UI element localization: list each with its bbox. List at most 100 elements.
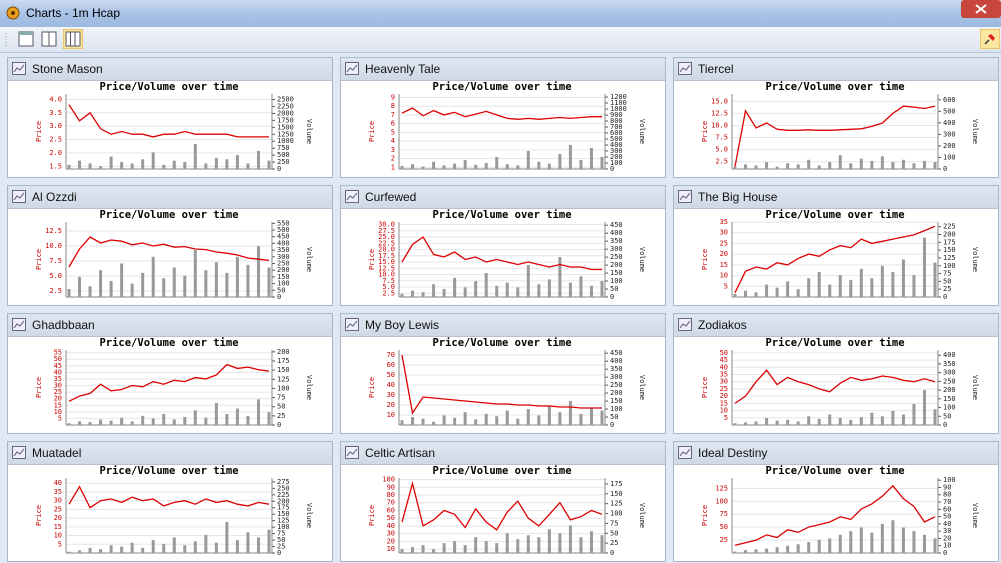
y2-tick-label: 25 [277,412,285,420]
chart: Price/Volume over time102030405060708090… [368,465,646,557]
volume-bar [505,282,509,297]
volume-bar [463,545,467,553]
volume-bar [141,159,145,169]
price-line [68,104,269,138]
y-tick-label: 100 [715,497,728,505]
volume-bar [891,162,895,169]
y-tick-label: 3 [391,146,395,154]
y-tick-label: 10.0 [711,121,728,129]
chart-panel: Ghadbbaan Price/Volume over time 5 10 15 20 25… [7,313,333,434]
volume-bar [526,265,530,297]
y2-tick-label: 400 [943,351,956,359]
y2-tick-label: 450 [610,221,623,229]
y2-tick-label: 125 [277,517,290,525]
chart-icon [678,318,692,331]
close-button[interactable] [961,0,1001,20]
y2-tick-label: 175 [277,357,290,365]
y-axis-label: Price [368,505,376,526]
toolbar [0,27,1001,53]
layout-two-button[interactable] [41,31,57,47]
y2-tick-label: 2250 [277,103,294,111]
y2-tick-label: 0 [943,165,947,173]
panel-header: Heavenly Tale [341,58,665,81]
pin-button[interactable] [980,29,1000,49]
volume-bar [859,268,863,297]
y-tick-label: 90 [387,483,395,491]
volume-bar [600,410,604,425]
price-line [734,225,936,293]
layout-one-button[interactable] [18,31,34,47]
y2-tick-label: 75 [610,519,618,527]
y2-tick-label: 200 [610,153,623,161]
volume-bar [516,287,520,297]
y-tick-label: 125 [715,484,728,492]
panel-header: Zodiakos [674,314,998,337]
y2-tick-label: 350 [943,360,956,368]
volume-bar [558,533,562,553]
volume-bar [568,525,572,553]
y-tick-label: 10 [720,272,728,280]
volume-bar [786,163,790,169]
volume-bar [849,279,853,297]
y-tick-label: 5.0 [382,283,395,291]
chart: Price/Volume over time 2.5 5.0 7.5 10.0 12.5 1… [701,81,979,173]
volume-bar [99,419,103,425]
chart: Price/Volume over time 1.5 2.0 2.5 3.0 3.5 4.0… [35,81,313,173]
chart-title: Price/Volume over time [99,465,238,477]
panel-title: The Big House [698,190,778,204]
volume-bar [495,157,499,169]
y-tick-label: 20 [720,392,728,400]
y-axis-label: Price [35,377,43,398]
volume-bar [922,534,926,553]
panel-title: Celtic Artisan [365,446,436,460]
chart-icon [12,446,26,459]
y-tick-label: 10.0 [45,242,62,250]
y-tick-label: 30 [720,378,728,386]
panel-title: Heavenly Tale [365,62,441,76]
volume-bar [183,162,187,169]
volume-bar [901,159,905,169]
volume-bar [421,166,425,169]
y-tick-label: 35 [54,488,62,496]
y2-tick-label: 600 [943,96,956,104]
volume-bar [421,418,425,425]
panel-header: Celtic Artisan [341,442,665,465]
volume-bar [870,278,874,297]
chart: Price/Volume over time 25 50 75 100 125 010203… [701,465,979,557]
y2-tick-label: 25 [943,285,951,293]
y-tick-label: 30 [54,382,62,390]
y-tick-label: 27.5 [378,227,395,235]
y2-tick-label: 150 [943,246,956,254]
volume-bar [922,237,926,297]
y-tick-label: 17.5 [378,252,395,260]
y-axis-label: Price [368,249,376,270]
volume-bar [109,280,113,297]
chart-icon [12,190,26,203]
chart-title: Price/Volume over time [432,337,571,349]
panel-header: Stone Mason [8,58,332,81]
y2-tick-label: 50 [610,413,618,421]
volume-bar [849,531,853,553]
volume-bar [246,532,250,553]
price-line [401,480,603,531]
volume-bar [933,262,937,297]
y2-tick-label: 100 [610,277,623,285]
chart-title: Price/Volume over time [99,209,238,221]
y-tick-label: 100 [382,476,395,484]
y2-tick-label: 40 [943,520,951,528]
y2-tick-label: 50 [610,529,618,537]
y-tick-label: 20 [54,514,62,522]
y2-tick-label: 225 [943,223,956,231]
chart: Price/Volume over time510152025303540025… [35,465,313,557]
volume-bar [120,417,124,425]
layout-three-button[interactable] [63,29,83,49]
chart-title: Price/Volume over time [765,209,904,221]
y2-tick-label: 0 [943,421,947,429]
y2-tick-label: 25 [277,543,285,551]
y2-tick-label: 10 [943,542,951,550]
chart-panel: Celtic Artisan Price/Volume over time 10 20… [340,441,666,562]
panel-header: The Big House [674,186,998,209]
y-tick-label: 4.0 [49,95,62,103]
y2-tick-label: 350 [277,246,290,254]
volume-bar [225,521,229,553]
